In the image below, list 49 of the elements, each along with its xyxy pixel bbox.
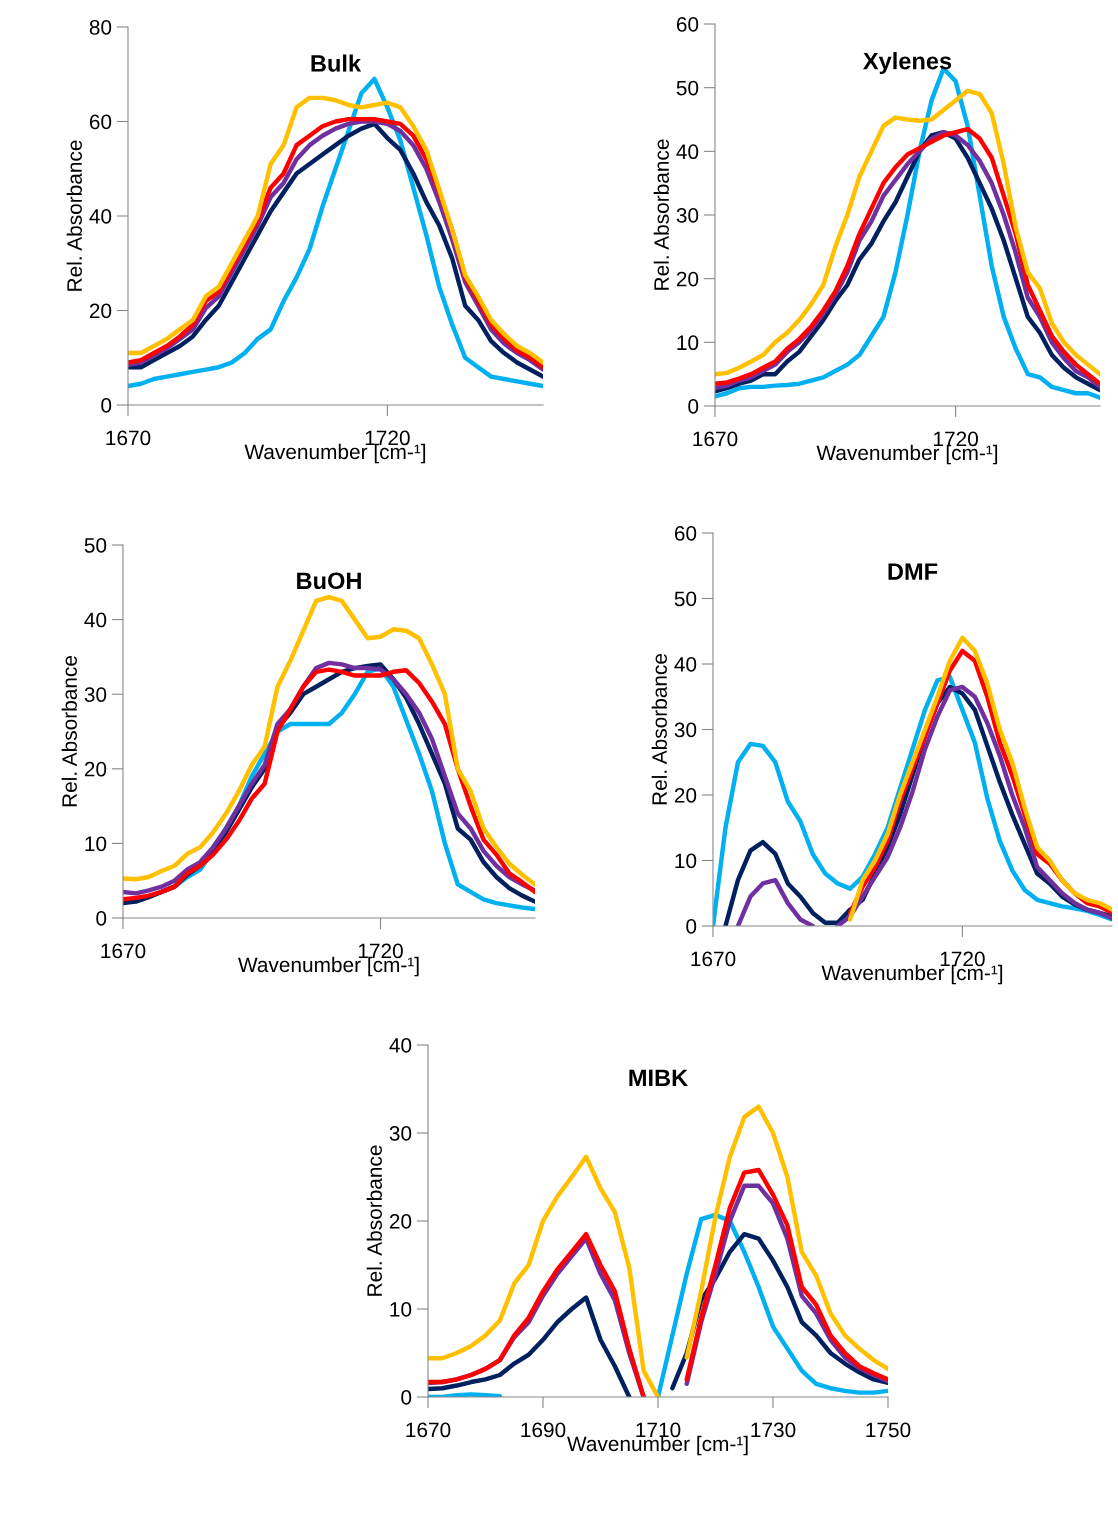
y-axis-title: Rel. Absorbance <box>66 140 82 291</box>
x-tick-label: 1670 <box>693 431 738 447</box>
y-tick-label: 80 <box>89 20 112 35</box>
y-tick-label: 0 <box>688 399 699 414</box>
y-tick-label: 10 <box>677 335 699 351</box>
y-tick-label: 30 <box>676 208 699 223</box>
y-axis-title: Rel. Absorbance <box>653 139 669 290</box>
y-tick-label: 50 <box>84 538 107 553</box>
y-tick-label: 30 <box>84 687 107 702</box>
y-tick-label: 40 <box>676 144 699 160</box>
y-tick-label: 0 <box>96 911 107 926</box>
y-axis-title: Rel. Absorbance <box>366 1145 382 1296</box>
y-tick-label: 20 <box>389 1214 412 1229</box>
y-tick-label: 50 <box>674 591 697 607</box>
y-tick-label: 20 <box>674 788 697 803</box>
y-tick-label: 30 <box>674 722 697 738</box>
text: DMF <box>888 563 938 580</box>
text: MIBK <box>629 1069 688 1086</box>
y-tick-label: 40 <box>674 657 697 672</box>
x-tick-label: 1690 <box>521 1422 566 1438</box>
y-tick-label: 10 <box>390 1302 412 1317</box>
y-tick-label: 0 <box>101 398 112 413</box>
x-tick-label: 1670 <box>691 951 736 967</box>
text: BuOH <box>297 572 361 590</box>
y-tick-label: 40 <box>89 209 112 224</box>
y-tick-label: 50 <box>676 80 699 96</box>
y-tick-label: 20 <box>89 303 112 319</box>
y-tick-label: 10 <box>675 853 697 869</box>
x-tick-label: 1730 <box>751 1422 796 1438</box>
y-tick-label: 0 <box>401 1390 412 1405</box>
y-tick-label: 40 <box>84 612 107 628</box>
line-series <box>123 595 535 887</box>
x-tick-label: 1670 <box>106 430 151 446</box>
x-tick-label: 1670 <box>101 943 146 959</box>
x-tick-label: 1670 <box>406 1422 451 1438</box>
y-axis-title: Rel. Absorbance <box>651 653 667 805</box>
y-tick-label: 60 <box>676 17 699 32</box>
y-tick-label: 0 <box>686 919 697 934</box>
y-tick-label: 10 <box>85 836 107 852</box>
y-tick-label: 60 <box>89 114 112 130</box>
y-tick-label: 20 <box>676 271 699 287</box>
y-tick-label: 60 <box>674 526 697 541</box>
y-tick-label: 40 <box>389 1038 412 1053</box>
y-tick-label: 30 <box>389 1126 412 1141</box>
text: Bulk <box>311 54 362 72</box>
y-tick-label: 20 <box>84 761 107 777</box>
text: Xylenes <box>863 52 952 75</box>
y-axis-title: Rel. Absorbance <box>61 655 77 807</box>
x-tick-label: 1750 <box>866 1422 911 1438</box>
